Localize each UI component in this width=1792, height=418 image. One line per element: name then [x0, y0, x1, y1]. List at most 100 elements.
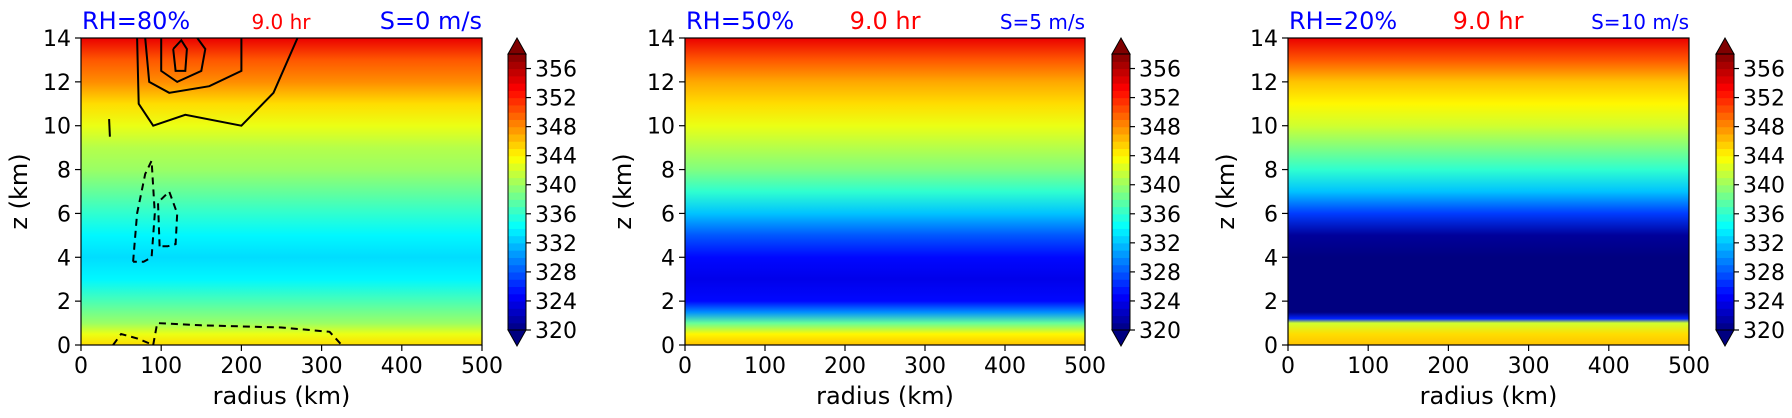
colorbar-segment	[508, 213, 526, 222]
colorbar-segment	[1716, 293, 1734, 302]
colorbar-segment	[508, 322, 526, 331]
contour-dashed-9	[152, 322, 343, 346]
contour-solid-2	[144, 37, 243, 94]
x-tick-label: 200	[824, 354, 866, 379]
colorbar-segment	[1716, 206, 1734, 215]
colorbar-segment	[508, 170, 526, 179]
colorbar-extend-max	[1715, 36, 1735, 55]
field-heatmap	[1288, 38, 1689, 345]
colorbar-segment	[508, 68, 526, 77]
plot-frame	[1287, 37, 1690, 346]
x-axis-title: radius (km)	[213, 382, 351, 410]
colorbar-segment	[508, 141, 526, 150]
colorbar-segment	[1112, 61, 1130, 70]
x-tick-label: 100	[140, 354, 182, 379]
colorbar-segment	[508, 97, 526, 106]
contour-dashed-6	[132, 156, 156, 263]
y-tick-label: 14	[43, 27, 71, 52]
colorbar-segment	[1716, 300, 1734, 309]
x-tick-label: 300	[1508, 354, 1550, 379]
colorbar-tick-label: 352	[535, 87, 577, 112]
colorbar-segment	[508, 126, 526, 135]
colorbar-segment	[1716, 242, 1734, 251]
x-tick-label: 0	[678, 354, 692, 379]
colorbar-segment	[1716, 170, 1734, 179]
colorbar-tick-label: 332	[1139, 232, 1181, 257]
colorbar-segment	[1112, 315, 1130, 324]
y-tick-label: 10	[1250, 115, 1278, 140]
colorbar-segment	[1112, 184, 1130, 193]
x-tick-label: 400	[381, 354, 423, 379]
colorbar-segment	[508, 133, 526, 142]
colorbar-segment	[1716, 322, 1734, 331]
x-tick-label: 300	[301, 354, 343, 379]
colorbar-segment	[1112, 97, 1130, 106]
y-tick-label: 2	[57, 290, 71, 315]
x-tick-label: 100	[1347, 354, 1389, 379]
colorbar-segment	[1716, 271, 1734, 280]
panel-title-rh: RH=50%	[686, 7, 794, 35]
panel-title-time: 9.0 hr	[1453, 7, 1524, 35]
colorbar-segment	[1716, 308, 1734, 317]
colorbar-tick-label: 324	[1743, 290, 1785, 315]
colorbar-segment	[1716, 279, 1734, 288]
colorbar-segment	[1716, 112, 1734, 120]
x-axis-title: radius (km)	[1420, 382, 1558, 410]
contour-solid-4	[172, 38, 188, 72]
y-tick-label: 0	[661, 334, 675, 359]
y-tick-label: 4	[661, 246, 675, 271]
colorbar-segment	[1112, 177, 1130, 186]
colorbar-segment	[508, 206, 526, 215]
colorbar-tick-label: 348	[535, 116, 577, 141]
colorbar-segment	[508, 54, 526, 62]
colorbar-segment	[508, 242, 526, 251]
panel-title-time: 9.0 hr	[251, 10, 311, 34]
colorbar-frame	[1111, 53, 1131, 331]
colorbar-segment	[1716, 221, 1734, 229]
colorbar-segment	[1716, 141, 1734, 150]
y-tick-label: 2	[661, 290, 675, 315]
colorbar-segment	[1716, 162, 1734, 171]
contour-dashed-7	[156, 189, 179, 248]
colorbar-extend-min	[1715, 329, 1735, 348]
contour-solid-5	[108, 119, 111, 137]
x-tick-label: 0	[1281, 354, 1295, 379]
colorbar-segment	[1112, 126, 1130, 135]
colorbar-segment	[1112, 75, 1130, 84]
x-tick-label: 500	[1064, 354, 1106, 379]
colorbar-segment	[508, 308, 526, 317]
colorbar-segment	[508, 177, 526, 186]
contour-solid-3	[160, 37, 207, 84]
colorbar-segment	[1716, 83, 1734, 91]
colorbar-tick-label: 344	[535, 145, 577, 170]
colorbar-segment	[508, 83, 526, 91]
colorbar-tick-label: 352	[1139, 87, 1181, 112]
y-tick-label: 4	[1264, 246, 1278, 271]
colorbar-segment	[1716, 264, 1734, 273]
colorbar-segment	[508, 250, 526, 258]
colorbar-tick-label: 320	[535, 319, 577, 344]
colorbar-segment	[508, 199, 526, 208]
colorbar-segment	[1112, 257, 1130, 266]
colorbar-segment	[1112, 250, 1130, 258]
colorbar-segment	[508, 148, 526, 157]
colorbar-segment	[1112, 141, 1130, 150]
colorbar-tick-label: 324	[1139, 290, 1181, 315]
colorbar: 320 324 328 332 336 340 344 348 352 356	[1111, 36, 1181, 348]
colorbar-tick-label: 344	[1743, 145, 1785, 170]
colorbar-tick-label: 332	[535, 232, 577, 257]
colorbar-segment	[508, 104, 526, 113]
colorbar-segment	[1716, 213, 1734, 222]
colorbar-tick-label: 336	[535, 203, 577, 228]
colorbar-segment	[1716, 119, 1734, 128]
y-tick-label: 14	[1250, 27, 1278, 52]
panel-title-shear: S=10 m/s	[1591, 10, 1689, 34]
colorbar-segment	[1112, 264, 1130, 273]
colorbar-segment	[1716, 184, 1734, 193]
x-axis-title: radius (km)	[816, 382, 954, 410]
y-tick-label: 10	[43, 115, 71, 140]
colorbar-tick-label: 340	[1743, 174, 1785, 199]
y-tick-label: 6	[661, 202, 675, 227]
